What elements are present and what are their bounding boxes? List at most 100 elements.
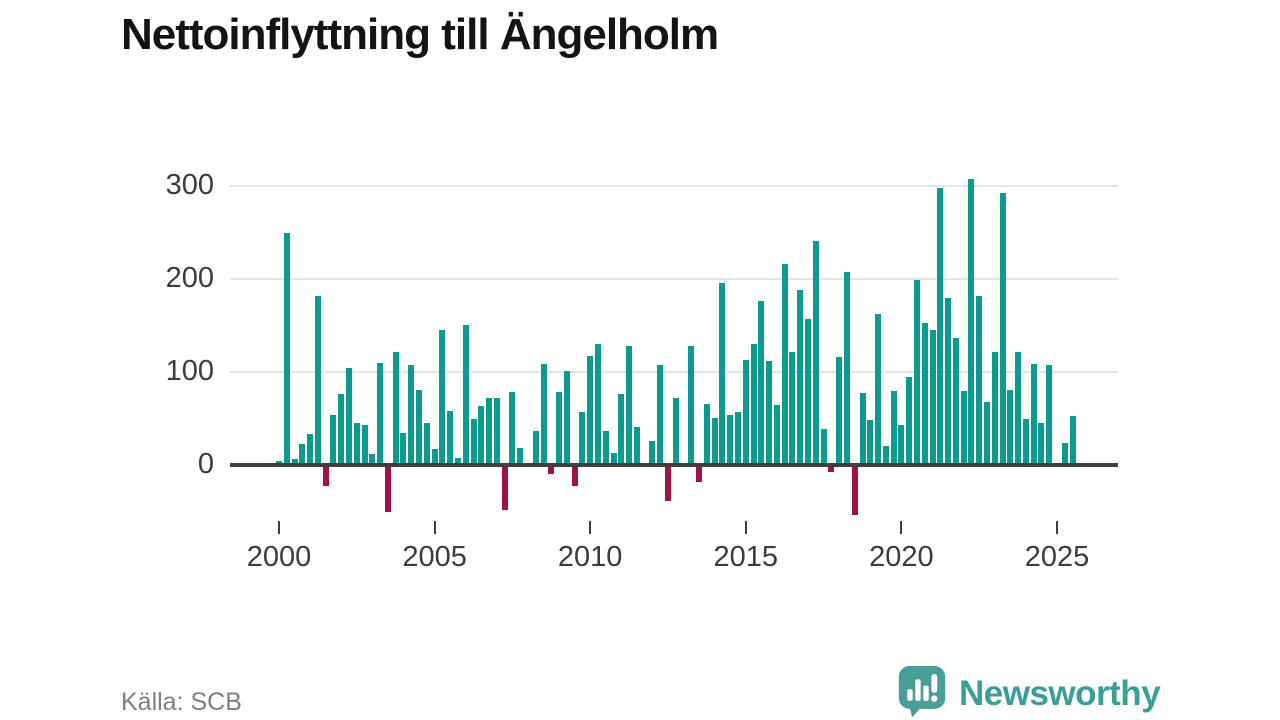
y-tick-label-200: 200 (165, 262, 214, 294)
y-tick-label-100: 100 (165, 355, 214, 387)
y-tick-label-0: 0 (197, 448, 214, 480)
bar-q24 (462, 324, 469, 465)
bar-q86 (945, 297, 952, 465)
bar-q5 (314, 295, 321, 465)
x-tick-mark-2020 (900, 521, 903, 534)
bar-q38 (571, 467, 578, 486)
bar-q17 (408, 364, 415, 465)
bar-q79 (890, 390, 897, 465)
newsworthy-logo-icon (897, 664, 947, 720)
bar-q64 (773, 404, 780, 465)
x-tick-mark-2025 (1056, 521, 1058, 534)
bar-q10 (353, 423, 360, 465)
bar-q61 (750, 344, 757, 465)
bar-q7 (330, 414, 337, 465)
bar-q12 (369, 453, 376, 465)
bar-q22 (447, 411, 454, 465)
bar-q35 (548, 467, 555, 475)
bar-q93 (999, 192, 1006, 465)
x-tick-label-2015: 2015 (713, 541, 779, 573)
bar-q14 (384, 467, 391, 512)
bar-q90 (976, 295, 983, 465)
bar-q15 (392, 352, 399, 465)
bar-q51 (672, 398, 679, 465)
gridline-y-200 (230, 278, 1118, 280)
x-tick-mark-2015 (744, 521, 747, 534)
chart-title: Nettoinflyttning till Ängelholm (121, 10, 719, 59)
bar-q72 (836, 357, 843, 465)
bar-q8 (338, 394, 345, 465)
bar-q70 (820, 428, 827, 465)
brand-wordmark: Newsworthy (959, 673, 1161, 713)
bar-q45 (626, 345, 633, 465)
bar-q67 (797, 290, 804, 465)
bar-q19 (423, 423, 430, 465)
bar-q85 (937, 187, 944, 465)
bar-q77 (875, 314, 882, 465)
bar-q13 (377, 362, 384, 465)
bar-q46 (633, 426, 640, 465)
gridline-y-300 (230, 185, 1118, 187)
bar-q2 (291, 459, 298, 465)
bar-q55 (703, 403, 710, 465)
bar-q65 (781, 264, 788, 465)
bar-q98 (1038, 423, 1045, 465)
bar-q71 (828, 467, 835, 472)
bar-q95 (1015, 352, 1022, 465)
bar-q73 (843, 272, 850, 465)
bar-q76 (867, 420, 874, 465)
bar-q39 (579, 411, 586, 465)
bar-q36 (556, 391, 563, 465)
x-axis-zero-line (230, 463, 1118, 467)
x-tick-mark-2010 (589, 521, 592, 534)
bar-q37 (563, 371, 570, 465)
bar-q40 (587, 356, 594, 465)
bar-q88 (960, 390, 967, 465)
bar-q81 (906, 376, 913, 465)
x-tick-label-2010: 2010 (557, 541, 623, 573)
bar-q1 (283, 232, 290, 465)
bar-q54 (696, 467, 703, 482)
bar-q50 (665, 467, 671, 502)
bar-q42 (602, 430, 609, 465)
bar-q4 (307, 434, 314, 465)
bar-q60 (742, 359, 749, 465)
x-tick-mark-2000 (278, 521, 280, 534)
bar-q96 (1022, 419, 1029, 465)
bar-q87 (952, 337, 959, 465)
bar-q91 (983, 401, 990, 465)
bar-q16 (400, 433, 407, 465)
bar-q43 (610, 452, 617, 465)
bar-q97 (1030, 363, 1037, 465)
brand-lockup: Newsworthy (897, 664, 1161, 720)
gridline-y-100 (230, 371, 1118, 373)
bar-q30 (509, 391, 516, 465)
bar-q63 (766, 360, 773, 465)
x-tick-label-2005: 2005 (402, 541, 467, 573)
x-tick-label-2000: 2000 (246, 541, 312, 573)
bar-q53 (688, 345, 695, 465)
plot-area (230, 150, 1118, 516)
bar-q89 (968, 179, 975, 465)
bar-q23 (454, 457, 461, 465)
bar-q26 (478, 406, 485, 465)
bar-q49 (657, 365, 664, 465)
x-tick-mark-2005 (433, 521, 436, 534)
bar-q102 (1069, 415, 1076, 465)
bar-q99 (1046, 365, 1053, 465)
bar-q57 (719, 282, 726, 465)
source-caption: Källa: SCB (121, 688, 242, 716)
bar-q68 (805, 318, 812, 465)
bar-q28 (493, 398, 500, 465)
bar-q92 (991, 351, 998, 465)
bar-q34 (540, 363, 547, 465)
bar-q29 (501, 467, 508, 510)
bar-q59 (735, 411, 742, 465)
bar-q11 (361, 425, 368, 465)
bar-q21 (439, 330, 446, 465)
bar-q25 (470, 419, 477, 465)
bar-q62 (758, 301, 765, 465)
bar-q75 (859, 393, 866, 465)
bar-q41 (594, 344, 601, 465)
